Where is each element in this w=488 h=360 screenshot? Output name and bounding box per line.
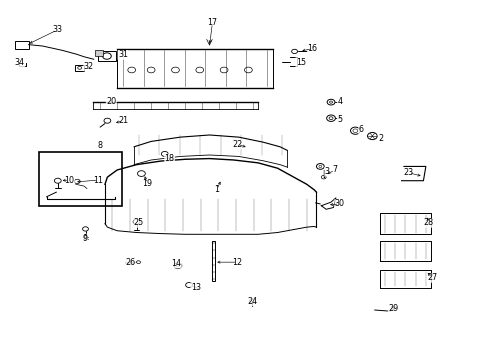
- Text: 12: 12: [232, 258, 242, 267]
- Bar: [39, 152, 122, 206]
- Text: 10: 10: [64, 176, 74, 185]
- Text: 7: 7: [332, 166, 337, 175]
- Text: 2: 2: [377, 134, 383, 143]
- Text: 28: 28: [422, 219, 432, 228]
- Bar: [95, 50, 102, 57]
- Bar: [98, 51, 116, 61]
- Text: 23: 23: [403, 168, 413, 177]
- Text: 16: 16: [307, 44, 317, 53]
- Text: 9: 9: [83, 234, 88, 243]
- Text: 22: 22: [232, 140, 243, 149]
- Text: 32: 32: [83, 62, 94, 71]
- Text: 34: 34: [15, 58, 25, 67]
- Text: 17: 17: [207, 18, 217, 27]
- Text: 15: 15: [295, 58, 305, 67]
- Bar: [211, 241, 215, 281]
- Text: 3: 3: [324, 167, 329, 176]
- Text: 5: 5: [337, 115, 342, 124]
- Bar: [15, 41, 29, 49]
- Text: 33: 33: [52, 26, 62, 35]
- Text: 18: 18: [164, 154, 174, 163]
- Text: 25: 25: [134, 219, 144, 228]
- Text: 27: 27: [426, 273, 436, 282]
- Text: 29: 29: [387, 304, 398, 313]
- Text: 21: 21: [118, 116, 128, 125]
- Text: 26: 26: [125, 258, 136, 267]
- Text: 11: 11: [93, 176, 103, 185]
- Text: 30: 30: [334, 199, 344, 208]
- Text: 24: 24: [247, 297, 257, 306]
- Text: 6: 6: [358, 126, 363, 135]
- Text: 20: 20: [106, 97, 116, 106]
- Text: 4: 4: [337, 97, 342, 106]
- Text: 31: 31: [118, 50, 128, 59]
- Text: 1: 1: [214, 185, 219, 194]
- Text: 14: 14: [171, 259, 181, 268]
- Bar: [75, 65, 84, 71]
- Text: 13: 13: [190, 283, 201, 292]
- Text: 8: 8: [98, 141, 102, 150]
- Text: 19: 19: [142, 179, 152, 188]
